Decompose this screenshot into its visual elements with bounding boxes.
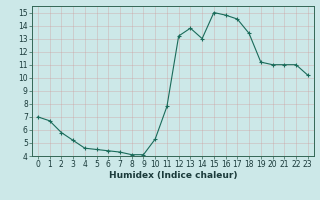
X-axis label: Humidex (Indice chaleur): Humidex (Indice chaleur) (108, 171, 237, 180)
